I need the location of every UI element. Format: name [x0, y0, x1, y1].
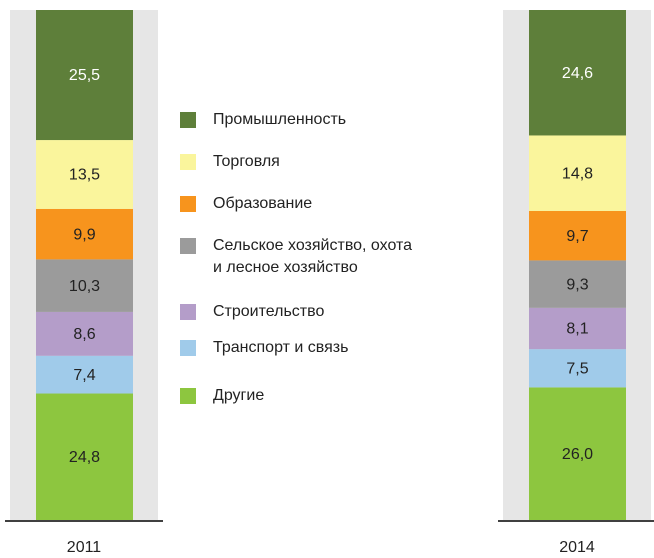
data-label: 14,8 [562, 165, 593, 182]
bar-segment [529, 387, 626, 520]
data-label: 8,6 [73, 326, 95, 343]
data-label: 8,1 [566, 321, 588, 338]
bar-segment [529, 10, 626, 136]
x-tick-label: 2011 [67, 539, 102, 556]
legend-swatch [180, 196, 196, 212]
bar-segment [529, 307, 626, 350]
data-label: 9,3 [566, 276, 588, 293]
bar-segment [529, 210, 626, 261]
data-label: 9,9 [73, 226, 95, 243]
legend-label: Сельское хозяйство, охота и лесное хозяй… [213, 237, 413, 276]
legend-swatch [180, 304, 196, 320]
legend-swatch [180, 238, 196, 254]
bar-segment [36, 208, 133, 260]
bar-segment [529, 260, 626, 308]
legend-label: Промышленность [213, 111, 347, 128]
legend-label: Другие [213, 387, 265, 404]
data-label: 9,7 [566, 228, 588, 245]
data-label: 13,5 [69, 167, 100, 184]
bar-segment [36, 140, 133, 209]
bar-segment [36, 311, 133, 356]
data-label: 26,0 [562, 446, 593, 463]
legend-label: Транспорт и связь [213, 339, 349, 356]
legend-swatch [180, 388, 196, 404]
bar-segment [36, 259, 133, 312]
legend-label: Строительство [213, 303, 325, 320]
data-label: 10,3 [69, 278, 100, 295]
data-label: 7,5 [566, 360, 588, 377]
bar-segment [36, 355, 133, 394]
data-label: 25,5 [69, 67, 100, 84]
legend-label: Торговля [213, 153, 280, 170]
legend-label: Образование [213, 195, 313, 212]
x-tick-label: 2014 [559, 539, 595, 556]
bar-segment [529, 349, 626, 388]
data-label: 24,6 [562, 65, 593, 82]
bar-segment [529, 135, 626, 211]
legend-swatch [180, 112, 196, 128]
legend-swatch [180, 154, 196, 170]
legend-swatch [180, 340, 196, 356]
data-label: 7,4 [73, 367, 95, 384]
data-label: 24,8 [69, 449, 100, 466]
bar-segment [36, 10, 133, 141]
bar-segment [36, 393, 133, 520]
